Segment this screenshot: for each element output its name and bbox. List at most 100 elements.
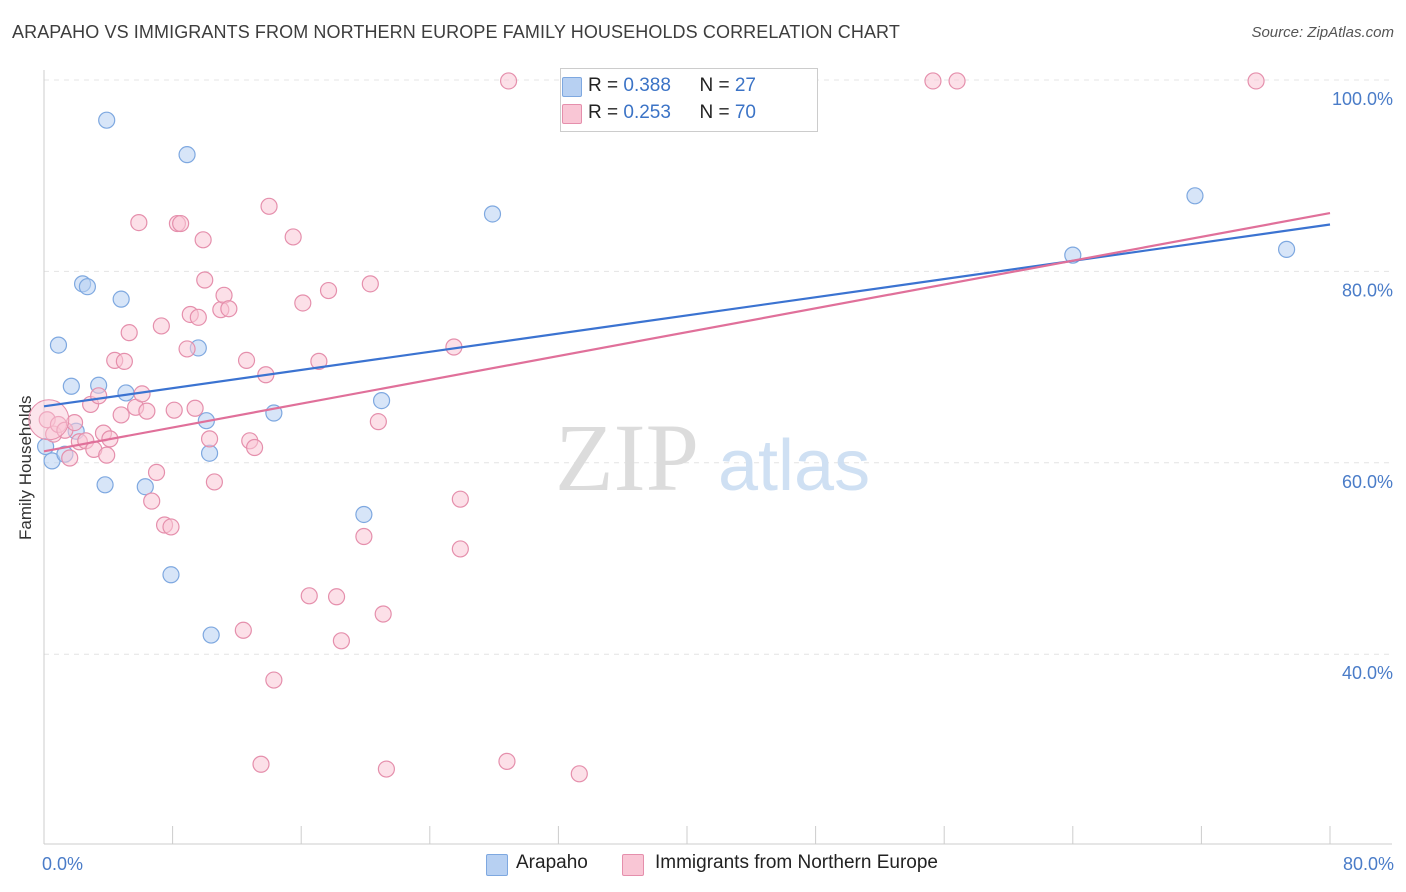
immigrants-point bbox=[90, 387, 108, 405]
immigrants-point bbox=[189, 308, 207, 326]
arapaho-point bbox=[200, 444, 219, 462]
immigrants-point bbox=[147, 463, 166, 481]
legend: R = 0.388 N = 27 R = 0.253 N = 70 bbox=[560, 68, 818, 132]
legend-r-label: R = bbox=[588, 102, 624, 123]
immigrants-point bbox=[377, 760, 395, 778]
immigrants-point bbox=[194, 231, 212, 249]
immigrants-point bbox=[252, 755, 270, 773]
immigrants-point bbox=[1247, 72, 1265, 90]
bottom-legend-immigrants: Immigrants from Northern Europe bbox=[622, 852, 938, 876]
arapaho-point bbox=[1277, 240, 1296, 258]
bottom-legend-swatch-immigrants bbox=[622, 854, 644, 876]
y-tick-label: 80.0% bbox=[1342, 280, 1393, 300]
arapaho-point bbox=[355, 505, 373, 524]
immigrants-point bbox=[374, 605, 392, 623]
immigrants-point bbox=[200, 430, 219, 448]
legend-row-arapaho: R = 0.388 N = 27 bbox=[562, 75, 756, 97]
legend-n-label: N = bbox=[699, 102, 735, 123]
arapaho-point bbox=[483, 205, 502, 223]
immigrants-point bbox=[310, 352, 328, 370]
immigrants-point bbox=[61, 449, 79, 467]
y-tick-label: 40.0% bbox=[1342, 663, 1393, 683]
arapaho-point bbox=[178, 146, 196, 164]
immigrants-point bbox=[451, 540, 469, 558]
immigrants-point bbox=[260, 197, 278, 215]
immigrants-point bbox=[196, 271, 214, 289]
arapaho-point bbox=[112, 290, 130, 308]
immigrants-point bbox=[138, 402, 156, 420]
immigrants-point bbox=[948, 72, 966, 90]
bottom-legend-label: Immigrants from Northern Europe bbox=[655, 852, 938, 873]
legend-n-value: 27 bbox=[734, 75, 756, 96]
immigrants-point bbox=[220, 300, 238, 318]
immigrants-point bbox=[319, 281, 338, 300]
immigrants-point bbox=[162, 518, 180, 536]
x-tick-label: 0.0% bbox=[42, 854, 83, 874]
immigrants-point bbox=[205, 473, 223, 491]
immigrants-point bbox=[186, 399, 204, 417]
watermark-zip: ZIP bbox=[555, 404, 699, 511]
x-tick-label: 80.0% bbox=[1343, 854, 1394, 874]
bottom-legend-arapaho: Arapaho bbox=[486, 852, 588, 876]
immigrants-point bbox=[570, 765, 588, 783]
legend-row-immigrants: R = 0.253 N = 70 bbox=[562, 102, 756, 124]
watermark: ZIP atlas bbox=[555, 404, 870, 511]
arapaho-point bbox=[202, 626, 220, 644]
immigrants-point bbox=[165, 401, 183, 419]
immigrants-point bbox=[265, 671, 283, 689]
immigrants-point bbox=[361, 275, 379, 293]
watermark-atlas: atlas bbox=[718, 426, 870, 506]
y-tick-label: 60.0% bbox=[1342, 472, 1393, 492]
bottom-legend-swatch-arapaho bbox=[486, 854, 508, 876]
trend-lines bbox=[43, 211, 1331, 453]
immigrants-point bbox=[332, 632, 350, 650]
arapaho-trend-line bbox=[43, 223, 1331, 408]
immigrants-point bbox=[152, 317, 170, 335]
immigrants-point bbox=[284, 228, 302, 246]
immigrants-point bbox=[172, 214, 190, 233]
immigrants-point bbox=[178, 340, 196, 358]
legend-r-label: R = bbox=[588, 75, 624, 96]
source-label: Source: ZipAtlas.com bbox=[1251, 24, 1394, 41]
immigrants-point bbox=[499, 72, 518, 90]
arapaho-point bbox=[1186, 187, 1204, 205]
legend-n-value: 70 bbox=[734, 102, 756, 123]
immigrants-point bbox=[498, 752, 516, 770]
arapaho-point bbox=[96, 476, 114, 494]
immigrants-point bbox=[294, 294, 312, 312]
immigrants-point bbox=[234, 621, 252, 639]
arapaho-point bbox=[62, 377, 80, 395]
bottom-legend: Arapaho Immigrants from Northern Europe bbox=[0, 852, 1406, 878]
tick-labels: 100.0% 80.0% 60.0% 40.0% 0.0% 80.0% bbox=[42, 89, 1394, 874]
immigrants-point bbox=[130, 213, 148, 232]
immigrants-point bbox=[327, 588, 346, 606]
immigrants-point bbox=[115, 352, 133, 370]
legend-r-value: 0.253 bbox=[623, 102, 671, 123]
immigrants-point bbox=[355, 527, 373, 546]
arapaho-point bbox=[78, 278, 97, 296]
immigrants-point bbox=[237, 351, 256, 370]
arapaho-point bbox=[372, 391, 391, 410]
immigrants-cluster-point bbox=[28, 399, 70, 441]
legend-swatch-arapaho bbox=[562, 77, 582, 97]
legend-r-value: 0.388 bbox=[623, 75, 671, 96]
immigrants-point bbox=[369, 413, 387, 431]
arapaho-point bbox=[98, 111, 116, 129]
immigrants-point bbox=[924, 72, 942, 90]
bottom-legend-label: Arapaho bbox=[516, 852, 588, 873]
arapaho-point bbox=[162, 566, 180, 584]
chart-title: ARAPAHO VS IMMIGRANTS FROM NORTHERN EURO… bbox=[12, 22, 900, 42]
immigrants-point bbox=[300, 587, 318, 605]
immigrants-point bbox=[112, 406, 130, 424]
axes bbox=[43, 70, 1392, 845]
data-points bbox=[28, 72, 1296, 783]
immigrants-point bbox=[245, 438, 264, 457]
y-tick-label: 100.0% bbox=[1332, 89, 1393, 109]
legend-n-label: N = bbox=[699, 75, 735, 96]
immigrants-trend-line bbox=[43, 211, 1331, 453]
arapaho-point bbox=[136, 478, 154, 496]
immigrants-point bbox=[451, 490, 469, 508]
arapaho-point bbox=[49, 336, 68, 354]
immigrants-point bbox=[120, 324, 138, 342]
